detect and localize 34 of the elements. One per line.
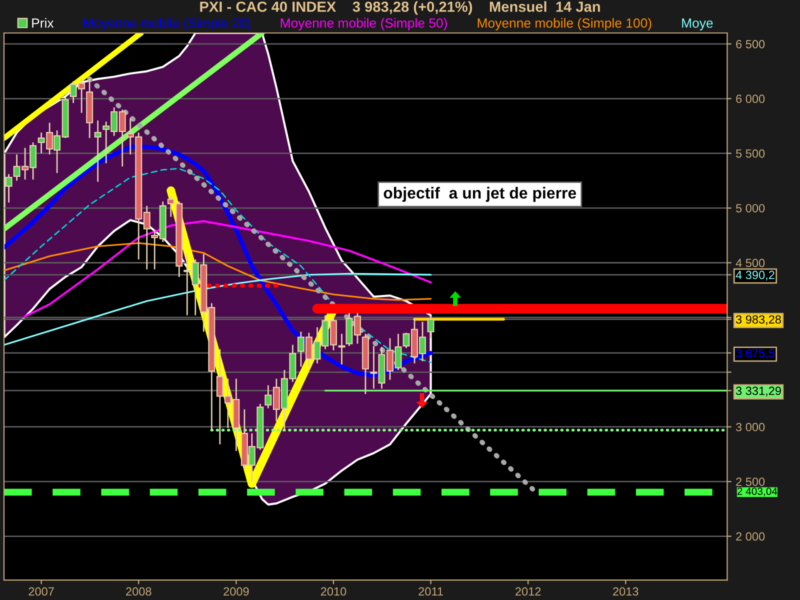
candlestick xyxy=(427,314,434,339)
x-tick-label: 2013 xyxy=(613,587,638,596)
x-tick-label: 2007 xyxy=(28,587,54,596)
y-tick-label: 4 500 xyxy=(736,258,765,268)
x-tick-label: 2010 xyxy=(320,587,346,596)
candlestick xyxy=(5,173,12,204)
y-tick-label: 3 000 xyxy=(736,422,765,432)
line-series xyxy=(4,242,432,301)
annotation: objectif a un jet de pierre xyxy=(384,186,576,202)
text: Moyenne mobile (Simple 20) xyxy=(84,18,250,30)
text: Moye xyxy=(682,18,713,30)
line-series xyxy=(24,220,432,318)
x-tick-label: 2012 xyxy=(516,587,541,596)
line-series xyxy=(4,272,432,346)
text: Moyenne mobile (Simple 100) xyxy=(478,18,652,30)
y-tick-label: 3 331,29 xyxy=(736,386,781,396)
y-tick-label: 6 000 xyxy=(736,94,765,104)
x-tick-label: 2008 xyxy=(126,587,152,596)
y-tick-label: 5 000 xyxy=(736,204,765,212)
x-tick-label: 2011 xyxy=(418,587,443,596)
ref-line-label: 2 403,04 xyxy=(737,488,778,496)
y-tick-label: 2 000 xyxy=(736,532,765,541)
legend-label: Prix xyxy=(32,18,54,28)
y-tick-label: 3 983,28 xyxy=(736,315,781,326)
candlestick xyxy=(94,120,102,182)
text: Moyenne mobile (Simple 50) xyxy=(280,18,447,30)
y-tick-label: 2 500 xyxy=(736,478,765,486)
candlestick xyxy=(338,333,346,366)
x-tick-label: 2009 xyxy=(224,587,249,596)
y-tick-label: 6 500 xyxy=(736,40,765,48)
y-tick-label: 5 500 xyxy=(736,149,765,158)
chart-title: PXI - CAC 40 INDEX 3 983,28 (+0,21%) Mensuel 14 Jan xyxy=(200,1,600,15)
y-tick-label: 3 675,5 xyxy=(736,348,774,359)
y-tick-label: 4 390,2 xyxy=(736,270,774,281)
